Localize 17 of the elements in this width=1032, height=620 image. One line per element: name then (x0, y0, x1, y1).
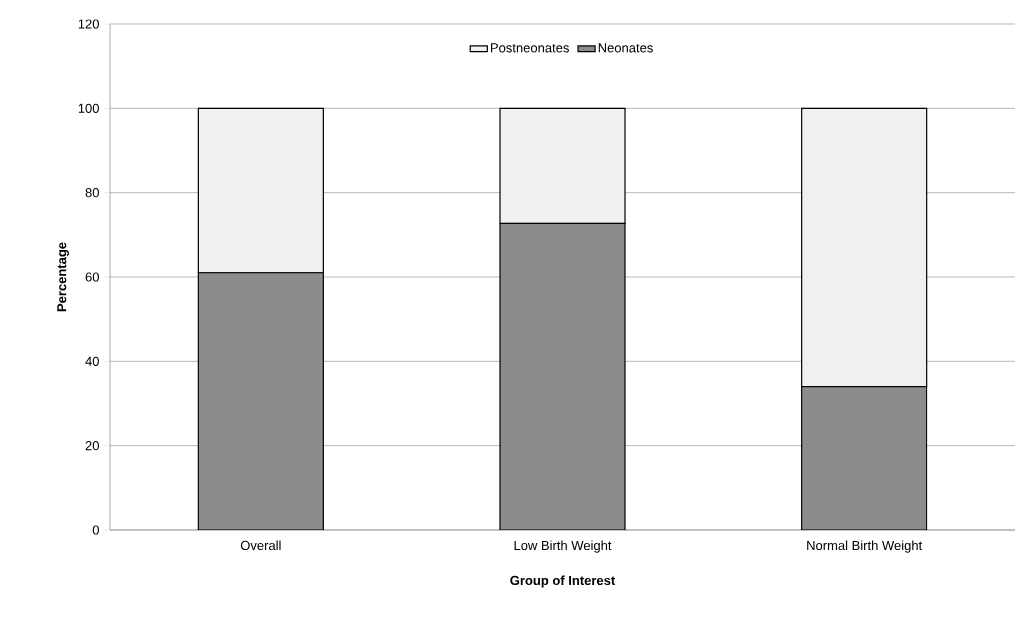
x-tick-label: Overall (240, 540, 281, 551)
x-axis-title: Group of Interest (510, 575, 616, 588)
legend-label: Neonates (598, 43, 653, 53)
y-tick-label: 20 (85, 441, 99, 451)
legend-label: Postneonates (491, 43, 569, 53)
y-tick-label: 80 (85, 188, 99, 198)
y-tick-label: 120 (78, 19, 99, 29)
bar (499, 222, 626, 530)
y-axis-title: Percentage (57, 242, 69, 312)
y-tick-label: 40 (85, 356, 99, 366)
x-tick-label: Low Birth Weight (514, 540, 612, 553)
y-tick-label: 0 (92, 525, 99, 535)
x-tick-label: Normal Birth Weight (807, 540, 923, 553)
y-tick-label: 60 (85, 272, 99, 282)
bar (801, 386, 928, 530)
y-tick-label: 100 (78, 103, 99, 113)
bar (197, 272, 324, 530)
